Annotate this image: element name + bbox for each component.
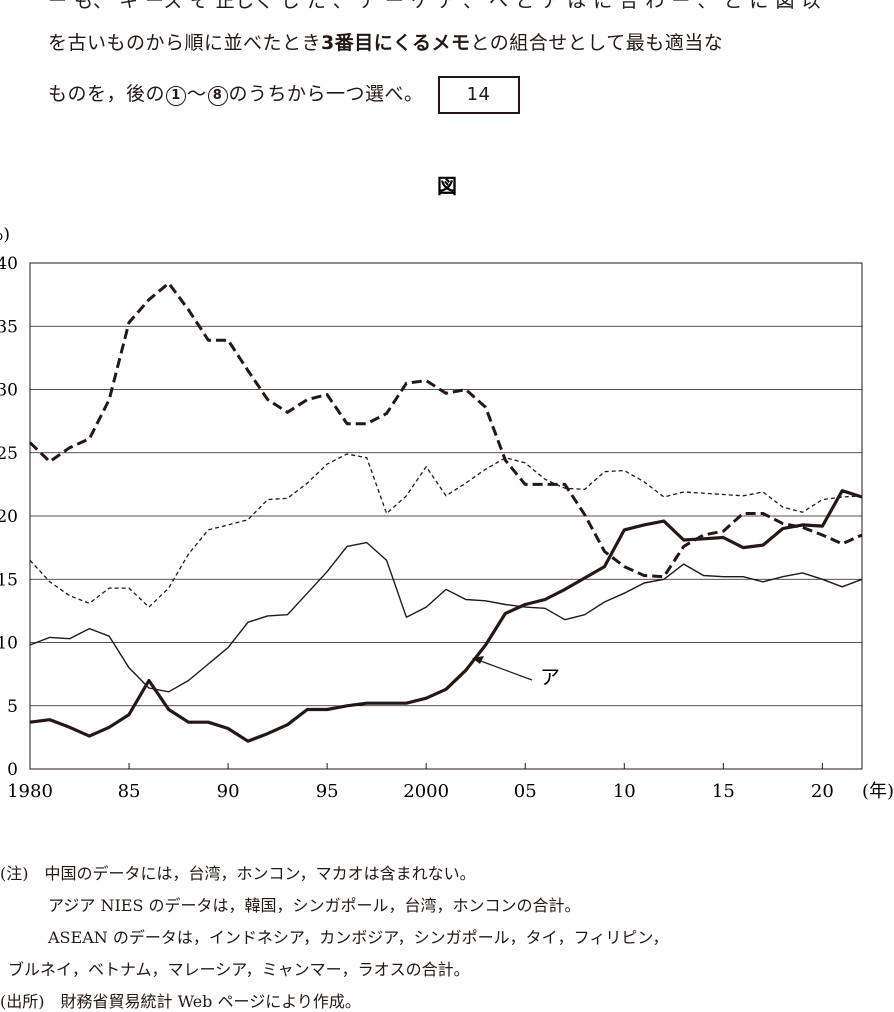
chart-title: 図 (437, 174, 457, 198)
question-text-2a: ものを，後の (48, 83, 166, 105)
x-tick-label: 90 (217, 781, 240, 802)
y-tick-label: 5 (7, 697, 18, 717)
annotation-label: ア (540, 665, 560, 689)
x-tick-label: 2000 (403, 781, 449, 802)
note-3: ASEAN のデータは，インドネシア，カンボジア，シンガポール，タイ，フィリピン… (48, 928, 669, 947)
y-tick-label: 15 (0, 570, 18, 590)
note-1: (注) 中国のデータには，台湾，ホンコン，マカオは含まれない。 (0, 864, 476, 883)
series-line-1-thick-solid (29, 489, 863, 743)
x-tick-label: 1980 (7, 781, 53, 802)
question-text-partial: ー も、 キ ーズ そ 正しく し た 、 ア ー ケ ア 、 へ と ア は … (48, 0, 822, 12)
y-tick-label: 20 (0, 507, 18, 527)
series-lines (28, 281, 863, 743)
note-2: アジア NIES のデータは，韓国，シンガポール，台湾，ホンコンの合計。 (48, 896, 581, 915)
series-line-2-thick-dashed (28, 281, 863, 579)
gridlines (30, 325, 862, 707)
question-text-1a: を古いものから順に並べたとき (48, 32, 322, 54)
annotation-arrow-head (472, 656, 484, 664)
plot-frame (29, 262, 863, 770)
y-tick-label: 30 (0, 381, 18, 401)
x-tick-label: 05 (514, 781, 537, 802)
note-4: ブルネイ，ベトナム，マレーシア，ミャンマー，ラオスの合計。 (8, 960, 470, 979)
y-axis-unit: (%) (0, 225, 10, 245)
question-text-1c: との組合せとして最も適当な (470, 32, 724, 54)
x-tick-label: 95 (316, 781, 339, 802)
x-tick-label: 10 (613, 781, 636, 802)
x-tick-label: 15 (712, 781, 735, 802)
choice-first-circled-number: 1 (166, 86, 187, 106)
y-tick-label: 0 (7, 760, 18, 780)
series-line-4-thin-solid (29, 541, 863, 693)
series-line-3-thin-dashed (29, 453, 863, 608)
question-emphasis: 3番目にくるメモ (321, 32, 471, 54)
x-tick-label: 20 (811, 781, 834, 802)
question-text-line-2: ものを，後の 1 ～ 8 のうちから一つ選べ。 14 (48, 76, 520, 114)
question-text-2b: のうちから一つ選べ。 (228, 83, 424, 105)
y-tick-labels: 0 5 10 15 20 25 30 35 40 (0, 254, 18, 780)
annotation-arrow-line (477, 659, 533, 681)
y-tick-label: 40 (0, 254, 18, 274)
y-tick-label: 10 (0, 634, 18, 654)
x-tick-label: 85 (118, 781, 141, 802)
x-tick-labels: 1980 85 90 95 2000 05 10 15 20 (7, 763, 834, 802)
y-tick-label: 25 (0, 444, 18, 464)
x-axis-unit: (年) (862, 781, 894, 802)
y-tick-label: 35 (0, 317, 18, 337)
tilde: ～ (187, 83, 207, 105)
note-source: (出所) 財務省貿易統計 Web ページにより作成。 (0, 992, 361, 1011)
answer-box[interactable]: 14 (437, 76, 520, 114)
choice-last-circled-number: 8 (207, 86, 228, 106)
question-text-line-1: を古いものから順に並べたとき3番目にくるメモとの組合せとして最も適当な (48, 28, 723, 55)
